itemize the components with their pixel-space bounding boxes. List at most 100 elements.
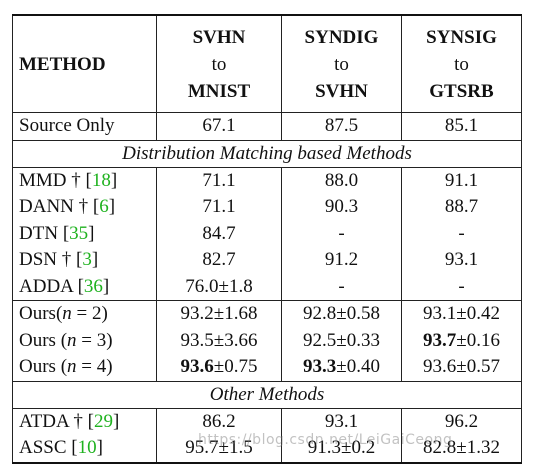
cell-value: 88.7 [401,194,522,221]
cell-value: 84.7 [156,220,282,247]
ours-variable: n [67,329,77,351]
row-name: Source Only [12,112,157,140]
cell-value: 87.5 [281,112,402,140]
table-row-dtn: DTN [35] 84.7 - - [12,220,522,247]
cell-value: 95.7±1.5 [156,435,282,464]
ours-variable: n [67,356,77,378]
col2-src: SYNDIG [304,26,379,48]
table-row-mmd: MMD † [18] 71.1 88.0 91.1 [12,166,522,194]
cell-value: 93.1 [401,247,522,274]
row-name: MMD † [18] [12,166,157,194]
method-name: ATDA † [19,410,83,432]
cell-value: 92.8±0.58 [281,300,402,328]
method-name: ASSC [19,437,67,459]
citation-link[interactable]: 10 [77,437,97,459]
citation-link[interactable]: 18 [91,169,111,191]
method-name: DANN † [19,196,89,218]
cell-value: - [401,273,522,301]
best-value: 93.7 [423,329,457,351]
col-header-syndig-svhn: SYNDIG to SVHN [281,14,402,113]
ours-prefix: Ours ( [19,356,68,378]
citation-link[interactable]: 35 [69,222,89,244]
citation-link[interactable]: 6 [99,196,109,218]
col2-to: to [334,53,349,75]
results-table-container: METHOD SVHN to MNIST SYNDIG to SVHN SYNS… [12,14,522,464]
row-name: ATDA † [29] [12,407,157,435]
cell-value: 93.6±0.75 [156,354,282,381]
row-name: Ours(n = 2) [12,300,157,328]
header-row: METHOD SVHN to MNIST SYNDIG to SVHN SYNS… [12,14,522,113]
table-row-ours-n3: Ours (n = 3) 93.5±3.66 92.5±0.33 93.7±0.… [12,327,522,354]
std-value: ±0.16 [456,329,500,351]
cell-value: 91.1 [401,166,522,194]
row-name: Ours (n = 3) [12,327,157,354]
col1-src: SVHN [192,26,246,48]
section-header-other: Other Methods [12,380,522,408]
cell-value: 67.1 [156,112,282,140]
ours-eq: = 2) [71,303,108,325]
row-name: ASSC [10] [12,435,157,464]
best-value: 93.6 [180,356,214,378]
cell-value: 90.3 [281,194,402,221]
row-name: Ours (n = 4) [12,354,157,381]
table-row-source-only: Source Only 67.1 87.5 85.1 [12,112,522,140]
method-name: DTN [19,222,59,244]
cell-value: 93.2±1.68 [156,300,282,328]
method-name: ADDA [19,275,73,297]
best-value: 93.3 [303,356,337,378]
cell-value: 82.8±1.32 [401,435,522,464]
table-row-dsn: DSN † [3] 82.7 91.2 93.1 [12,247,522,274]
cell-value: 93.6±0.57 [401,354,522,381]
section-title: Distribution Matching based Methods [12,139,522,167]
watermark-text: https://blog.csdn.net/LeiGaiCeong [198,432,453,448]
cell-value: 93.1±0.42 [401,300,522,328]
cell-value: 76.0±1.8 [156,273,282,301]
table-row-dann: DANN † [6] 71.1 90.3 88.7 [12,194,522,221]
cell-value: 96.2 [401,407,522,435]
cell-value: - [281,273,402,301]
citation-link[interactable]: 3 [82,249,92,271]
cell-value: 88.0 [281,166,402,194]
ours-eq: = 3) [76,329,113,351]
table-row-ours-n4: Ours (n = 4) 93.6±0.75 93.3±0.40 93.6±0.… [12,354,522,381]
col3-src: SYNSIG [426,26,497,48]
ours-prefix: Ours( [19,303,63,325]
ours-eq: = 4) [76,356,113,378]
row-name: DTN [35] [12,220,157,247]
citation-link[interactable]: 36 [83,275,103,297]
table-row-adda: ADDA [36] 76.0±1.8 - - [12,273,522,301]
method-name: MMD † [19,169,81,191]
std-value: ±0.75 [213,356,258,378]
cell-value: 93.5±3.66 [156,327,282,354]
cell-value: 93.3±0.40 [281,354,402,381]
cell-value: 93.1 [281,407,402,435]
cell-value: - [281,220,402,247]
row-name: DANN † [6] [12,194,157,221]
cell-value: 86.2 [156,407,282,435]
col1-dst: MNIST [187,80,251,102]
col2-dst: SVHN [315,80,368,102]
cell-value: 71.1 [156,194,282,221]
table-row-ours-n2: Ours(n = 2) 93.2±1.68 92.8±0.58 93.1±0.4… [12,300,522,328]
cell-value: 82.7 [156,247,282,274]
cell-value: - [401,220,522,247]
results-table: METHOD SVHN to MNIST SYNDIG to SVHN SYNS… [12,14,522,464]
cell-value: 93.7±0.16 [401,327,522,354]
cell-value: 91.3±0.2 [281,435,402,464]
table-row-atda: ATDA † [29] 86.2 93.1 96.2 [12,407,522,435]
std-value: ±0.40 [336,356,380,378]
col-header-svhn-mnist: SVHN to MNIST [156,14,282,113]
row-name: ADDA [36] [12,273,157,301]
cell-value: 71.1 [156,166,282,194]
cell-value: 85.1 [401,112,522,140]
cell-value: 91.2 [281,247,402,274]
ours-prefix: Ours ( [19,329,68,351]
col-header-synsig-gtsrb: SYNSIG to GTSRB [401,14,522,113]
citation-link[interactable]: 29 [93,410,113,432]
ours-variable: n [62,303,72,325]
method-header: METHOD [12,14,157,113]
col3-dst: GTSRB [429,80,494,102]
col3-to: to [454,53,469,75]
col1-to: to [211,53,227,75]
section-title: Other Methods [12,380,522,408]
